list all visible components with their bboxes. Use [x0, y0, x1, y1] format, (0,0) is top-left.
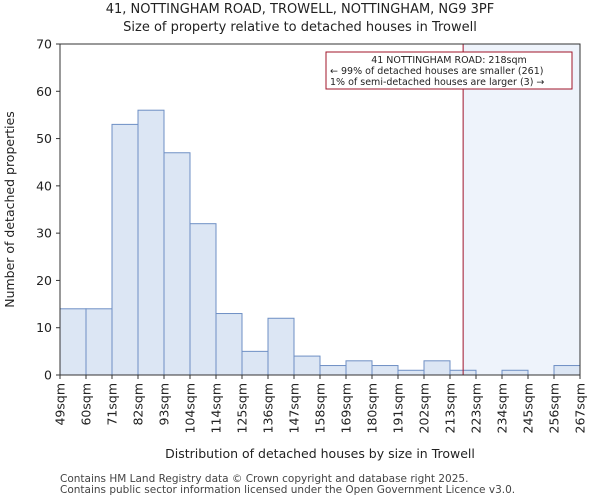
chart-title: Size of property relative to detached ho…	[123, 20, 477, 35]
bar-114sqm	[215, 313, 243, 376]
x-tick-label: 223sqm	[469, 383, 484, 433]
bar-49sqm	[59, 308, 87, 376]
x-tick-label: 202sqm	[417, 383, 432, 433]
x-axis-label: Distribution of detached houses by size …	[165, 446, 475, 461]
bar-136sqm	[267, 317, 295, 376]
bar-93sqm	[163, 152, 191, 376]
bar-60sqm	[85, 308, 113, 376]
y-tick-label: 20	[36, 273, 52, 288]
y-tick-label: 30	[36, 226, 52, 241]
bar-202sqm	[423, 360, 451, 376]
x-tick-label: 169sqm	[339, 383, 354, 433]
x-tick-label: 82sqm	[131, 383, 146, 426]
x-tick-label: 49sqm	[53, 383, 68, 426]
x-tick-label: 191sqm	[391, 383, 406, 433]
bar-104sqm	[189, 223, 217, 376]
x-tick-label: 136sqm	[261, 383, 276, 433]
y-tick-label: 50	[36, 131, 52, 146]
x-tick-label: 125sqm	[235, 383, 250, 433]
y-tick-label: 40	[36, 178, 52, 193]
bar-71sqm	[111, 123, 139, 376]
x-tick-label: 104sqm	[183, 383, 198, 433]
bar-180sqm	[371, 365, 399, 376]
chart-title-address: 41, NOTTINGHAM ROAD, TROWELL, NOTTINGHAM…	[105, 2, 495, 17]
x-tick-label: 114sqm	[209, 383, 224, 433]
bar-125sqm	[241, 350, 269, 376]
footer-licence: Contains public sector information licen…	[60, 484, 516, 496]
bar-158sqm	[319, 365, 347, 376]
x-tick-label: 180sqm	[365, 383, 380, 433]
x-tick-label: 245sqm	[521, 383, 536, 433]
annotation-box	[325, 51, 573, 90]
x-tick-label: 147sqm	[287, 383, 302, 433]
bar-234sqm	[501, 369, 529, 376]
footer-copyright: Contains HM Land Registry data © Crown c…	[60, 473, 469, 485]
y-tick-label: 60	[36, 84, 52, 99]
y-axis-label: Number of detached properties	[2, 111, 17, 308]
x-tick-label: 234sqm	[495, 383, 510, 433]
bar-191sqm	[397, 369, 425, 376]
x-tick-label: 60sqm	[79, 383, 94, 426]
x-tick-label: 256sqm	[547, 383, 562, 433]
bar-82sqm	[137, 109, 165, 376]
annotation-line-1: 41 NOTTINGHAM ROAD: 218sqm	[371, 55, 527, 66]
x-tick-label: 93sqm	[157, 383, 172, 426]
x-tick-label: 158sqm	[313, 383, 328, 433]
bar-256sqm	[553, 365, 581, 376]
x-tick-label: 213sqm	[443, 383, 458, 433]
y-tick-label: 70	[36, 37, 52, 52]
annotation-line-2: ← 99% of detached houses are smaller (26…	[330, 66, 543, 77]
x-tick-label: 71sqm	[105, 383, 120, 426]
annotation-line-3: 1% of semi-detached houses are larger (3…	[330, 77, 544, 88]
bar-147sqm	[293, 355, 321, 376]
larger-region-highlight	[463, 44, 580, 375]
y-tick-label: 10	[36, 320, 52, 335]
y-tick-label: 0	[44, 368, 52, 383]
bar-169sqm	[345, 360, 373, 376]
x-tick-label: 267sqm	[573, 383, 588, 433]
